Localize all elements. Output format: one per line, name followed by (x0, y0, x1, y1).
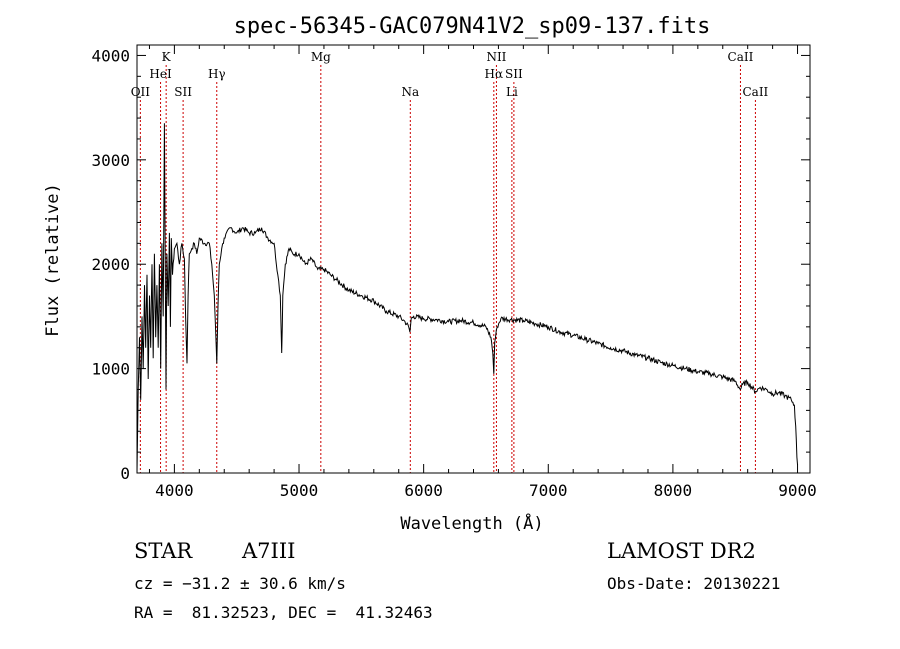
object-class: STAR (134, 539, 193, 563)
spectral-line-label: HeI (149, 67, 172, 81)
y-tick-label: 0 (120, 464, 130, 483)
x-axis: 4000 5000 6000 7000 8000 9000 (148, 45, 817, 500)
y-tick-label: 2000 (91, 255, 130, 274)
spectrum-line (136, 123, 798, 474)
spectral-line-label: Hα (485, 67, 504, 81)
y-tick-label: 1000 (91, 360, 130, 379)
y-axis-label: Flux (relative) (43, 183, 63, 337)
spectral-line-label: Li (506, 85, 518, 99)
spectral-line-label: Mg (311, 50, 331, 64)
spectral-line-label: SII (174, 85, 192, 99)
spectral-line-label: NII (486, 50, 506, 64)
observation-date: Obs-Date: 20130221 (607, 574, 781, 593)
x-tick-label: 9000 (778, 481, 817, 500)
y-tick-label: 3000 (91, 151, 130, 170)
x-tick-label: 7000 (529, 481, 568, 500)
spectral-line-label: OII (131, 85, 151, 99)
spectral-line-label: SII (505, 67, 523, 81)
plot-frame (136, 44, 811, 474)
spectral-line-label: K (162, 50, 172, 64)
spectral-line-label: Na (401, 85, 419, 99)
spectrum-series (136, 123, 798, 474)
y-axis: 0 1000 2000 3000 4000 (91, 46, 810, 483)
x-axis-label: Wavelength (Å) (400, 512, 543, 534)
spectral-line-label: Hγ (208, 67, 226, 81)
x-tick-label: 4000 (155, 481, 194, 500)
y-tick-label: 4000 (91, 46, 130, 65)
survey-name: LAMOST DR2 (607, 539, 756, 563)
coordinates: RA = 81.32523, DEC = 41.32463 (134, 603, 433, 622)
x-tick-label: 8000 (654, 481, 693, 500)
spectral-line-label: CaII (728, 50, 754, 64)
redshift-velocity: cz = −31.2 ± 30.6 km/s (134, 574, 346, 593)
x-tick-label: 6000 (404, 481, 443, 500)
x-tick-label: 5000 (280, 481, 319, 500)
chart-title: spec-56345-GAC079N41V2_sp09-137.fits (234, 14, 711, 39)
object-subclass: A7III (242, 539, 296, 563)
spectral-line-label: CaII (742, 85, 768, 99)
